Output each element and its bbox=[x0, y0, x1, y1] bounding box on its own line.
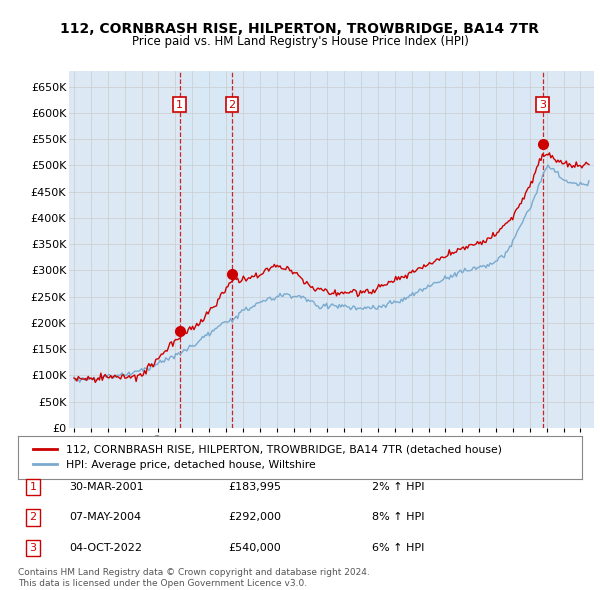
Text: Price paid vs. HM Land Registry's House Price Index (HPI): Price paid vs. HM Land Registry's House … bbox=[131, 35, 469, 48]
Text: 3: 3 bbox=[29, 543, 37, 553]
Legend: 112, CORNBRASH RISE, HILPERTON, TROWBRIDGE, BA14 7TR (detached house), HPI: Aver: 112, CORNBRASH RISE, HILPERTON, TROWBRID… bbox=[29, 441, 506, 474]
Text: 2% ↑ HPI: 2% ↑ HPI bbox=[372, 482, 425, 491]
Text: 30-MAR-2001: 30-MAR-2001 bbox=[69, 482, 143, 491]
Text: 07-MAY-2004: 07-MAY-2004 bbox=[69, 513, 141, 522]
Text: £540,000: £540,000 bbox=[228, 543, 281, 553]
Text: 6% ↑ HPI: 6% ↑ HPI bbox=[372, 543, 424, 553]
Text: Contains HM Land Registry data © Crown copyright and database right 2024.
This d: Contains HM Land Registry data © Crown c… bbox=[18, 568, 370, 588]
Bar bbox=[179, 71, 232, 428]
Text: 1: 1 bbox=[29, 482, 37, 491]
Text: £292,000: £292,000 bbox=[228, 513, 281, 522]
Bar bbox=[232, 71, 542, 428]
Text: 8% ↑ HPI: 8% ↑ HPI bbox=[372, 513, 425, 522]
Text: 2: 2 bbox=[29, 513, 37, 522]
Text: 1: 1 bbox=[176, 100, 183, 110]
Text: £183,995: £183,995 bbox=[228, 482, 281, 491]
Text: 04-OCT-2022: 04-OCT-2022 bbox=[69, 543, 142, 553]
Text: 112, CORNBRASH RISE, HILPERTON, TROWBRIDGE, BA14 7TR: 112, CORNBRASH RISE, HILPERTON, TROWBRID… bbox=[61, 22, 539, 37]
Text: 2: 2 bbox=[229, 100, 235, 110]
Text: 3: 3 bbox=[539, 100, 546, 110]
